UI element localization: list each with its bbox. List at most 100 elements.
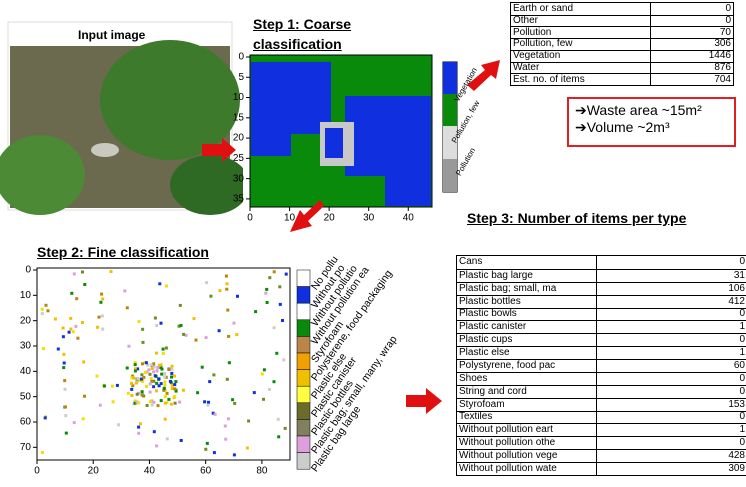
- fine-cell: [140, 390, 144, 394]
- fine-cell: [225, 282, 229, 286]
- fine-cell: [82, 360, 86, 364]
- y-tick-label: 40: [20, 366, 32, 377]
- table-row: Water 876: [511, 61, 733, 74]
- y-tick-label: 10: [20, 290, 32, 301]
- fine-cell: [155, 444, 159, 448]
- fine-cell: [178, 400, 182, 404]
- fine-cell: [56, 347, 60, 351]
- legend-swatch: [296, 336, 311, 354]
- coarse-water: [251, 62, 331, 134]
- fine-cell: [212, 451, 216, 455]
- fine-cell: [142, 394, 146, 398]
- fine-cell: [111, 400, 115, 404]
- row-label: Without pollution eart: [457, 424, 597, 437]
- fine-cell: [232, 321, 236, 325]
- fine-cell: [133, 367, 137, 371]
- fine-cell: [109, 270, 113, 273]
- fine-cell: [148, 390, 152, 394]
- fine-cell: [40, 451, 44, 454]
- table-row: Vegetation 1446: [511, 49, 733, 62]
- table-row: Without pollution vege 428: [457, 449, 746, 462]
- x-tick-label: 0: [34, 466, 40, 477]
- y-tick-label: 20: [20, 315, 32, 326]
- fine-cell: [100, 292, 104, 296]
- fine-cell: [165, 284, 168, 288]
- x-tick-label: 20: [324, 213, 336, 224]
- fine-cell: [135, 400, 139, 404]
- legend-swatch: [296, 452, 311, 470]
- fine-cell: [64, 414, 68, 418]
- row-value: 0: [725, 15, 731, 27]
- fine-cell: [204, 447, 208, 451]
- fine-cell: [99, 300, 103, 304]
- fine-cell: [137, 425, 141, 429]
- fine-cell: [81, 270, 84, 274]
- fine-cell: [69, 316, 73, 320]
- row-value: 876: [714, 62, 731, 73]
- table-row: Plastic canister 1: [457, 320, 746, 334]
- fine-cell: [144, 361, 148, 365]
- fine-cell: [178, 303, 182, 307]
- fine-cell: [163, 383, 167, 387]
- fine-cell: [173, 395, 177, 399]
- row-label: Plastic bag; small, ma: [457, 282, 597, 295]
- fine-cell: [179, 324, 183, 327]
- y-tick-label: 15: [233, 112, 245, 123]
- row-value: 106: [728, 282, 745, 294]
- row-value: 31: [733, 269, 745, 281]
- fine-cell: [200, 365, 204, 369]
- fine-cell: [235, 333, 239, 337]
- fine-cell: [156, 365, 160, 369]
- fine-cell: [205, 281, 209, 285]
- fine-map: [36, 267, 291, 461]
- row-value: 0: [739, 437, 745, 449]
- fine-cell: [225, 377, 229, 381]
- fine-cell: [40, 307, 44, 311]
- fine-cell: [64, 431, 68, 435]
- legend-colorbar: [296, 269, 311, 470]
- y-tick-label: 0: [238, 52, 244, 63]
- fine-cell: [170, 375, 173, 379]
- input-title: Input image: [78, 28, 146, 42]
- fine-cell: [150, 403, 154, 407]
- fine-cell: [194, 338, 198, 342]
- fine-cell: [130, 387, 134, 391]
- callout-line: ➔Waste area ~15m²: [575, 102, 702, 118]
- row-value: 1: [739, 321, 745, 333]
- fine-cell: [227, 334, 231, 338]
- y-tick-label: 60: [20, 417, 32, 428]
- fine-cell: [170, 367, 174, 371]
- y-tick-label: 30: [20, 341, 32, 352]
- row-label: Textiles: [457, 411, 597, 424]
- fine-cell: [173, 374, 176, 378]
- row-value: 0: [739, 256, 745, 268]
- row-label: Earth or sand: [511, 3, 651, 15]
- fine-cell: [134, 381, 138, 385]
- y-tick-label: 70: [20, 442, 32, 453]
- fine-cell: [192, 317, 196, 321]
- row-label: Other: [511, 15, 651, 27]
- fine-cell: [284, 272, 288, 276]
- fine-cell: [163, 375, 167, 379]
- fine-cell: [170, 371, 174, 375]
- fine-cell: [170, 383, 174, 387]
- table-row: Without pollution othe 0: [457, 436, 746, 450]
- row-label: Cans: [457, 256, 597, 269]
- x-tick-label: 10: [284, 213, 296, 224]
- row-value: 704: [714, 74, 731, 85]
- fine-cell: [152, 430, 156, 434]
- row-value: 309: [728, 463, 745, 474]
- fine-cell: [61, 335, 65, 339]
- fine-cell: [72, 272, 76, 276]
- fine-cell: [182, 332, 186, 336]
- fine-cell: [152, 365, 156, 369]
- fine-cell: [218, 289, 222, 293]
- fine-cell: [160, 367, 164, 371]
- fine-cell: [83, 283, 87, 286]
- row-value: 412: [728, 295, 745, 307]
- table-row: Styrofoam 153: [457, 397, 746, 411]
- fine-cell: [115, 383, 119, 387]
- fine-cell: [125, 366, 129, 370]
- fine-cell: [133, 363, 137, 367]
- row-label: Shoes: [457, 372, 597, 385]
